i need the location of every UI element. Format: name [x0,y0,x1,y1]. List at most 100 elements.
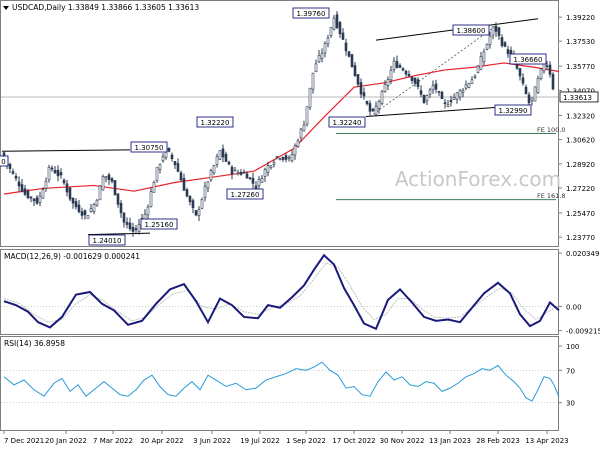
candle-body [443,102,447,104]
macd-line [3,253,560,331]
candle-body [41,189,45,199]
candle-body [125,222,129,225]
candle-body [245,173,249,179]
candle-body [446,104,450,107]
rsi-line [3,361,560,402]
candle-body [218,150,222,160]
candles [2,11,555,237]
candle-body [134,228,138,230]
channel-bottom-line [365,105,519,118]
price-label: 1.30750 [135,144,164,152]
price-label: 1.25160 [145,221,174,229]
candle-body [272,162,276,165]
candle-body [434,83,438,90]
candle-body [44,181,48,189]
candle-body [263,169,267,177]
candle-body [197,209,201,216]
candle-body [536,78,540,93]
price-label-box [226,188,264,200]
candle-body [407,74,411,77]
candle-body [365,101,369,105]
price-label: 1.32220 [201,119,230,127]
candle-body [56,169,60,177]
candle-body [137,224,141,232]
candle-body [155,167,159,181]
candle-body [374,105,378,115]
candle-body [149,191,153,207]
candle-body [119,202,123,214]
candle-body [524,86,528,94]
y-tick-label: 1.27220 [566,185,595,193]
candle-body [86,215,90,219]
candle-body [467,83,471,88]
candle-body [299,128,303,138]
candle-body [497,27,501,36]
candle-body [314,63,318,72]
candle-body [341,32,345,40]
x-tick-label: 1 Sep 2022 [286,437,326,445]
current-price-label: 1.33613 [563,94,592,102]
candle-body [377,101,381,109]
y-tick-label: 1.39220 [566,14,595,22]
candle-body [362,92,366,97]
x-tick-label: 20 Apr 2022 [140,437,183,445]
price-label-box [328,116,366,128]
candle-body [212,165,216,174]
candle-body [173,161,177,166]
candle-body [332,17,336,30]
candle-body [191,200,195,209]
candle-body [317,55,321,63]
candle-body [113,180,117,196]
candle-body [326,37,330,45]
fib-level-label: FE 161.8 [537,192,566,200]
macd-title: MACD(12,26,9) -0.001629 0.000241 [4,252,140,261]
candle-body [281,156,285,160]
candle-body [413,77,417,84]
x-tick-label: 17 Oct 2022 [332,437,375,445]
price-label: 1.36660 [514,56,543,64]
candle-body [290,154,294,162]
candle-body [50,167,54,170]
candle-body [110,178,114,182]
candle-body [128,222,132,230]
candle-body [83,210,87,216]
candle-body [455,92,459,100]
candle-body [503,42,507,47]
price-label: 1.27260 [231,191,260,199]
price-label: 1.32240 [333,119,362,127]
candle-body [239,172,243,175]
candle-body [233,169,237,172]
price-label: 1.39760 [297,10,326,18]
x-tick-label: 19 Jul 2022 [240,437,280,445]
x-tick-label: 30 Nov 2022 [380,437,425,445]
price-label: 1.32990 [499,107,528,115]
candle-body [518,68,522,77]
candle-body [182,178,186,191]
candle-body [188,196,192,203]
candle-body [92,203,96,212]
macd-panel-frame [0,249,559,335]
price-lines: FE 100.0 FE 161.8 [1,18,566,236]
candle-body [320,53,324,59]
candle-body [521,77,525,84]
y-tick-label: 1.28920 [566,161,595,169]
candle-body [482,51,486,62]
candle-body [488,35,492,45]
candle-body [215,156,219,165]
candle-body [437,91,441,93]
candle-body [542,63,546,72]
candle-body [389,70,393,81]
candle-body [98,185,102,201]
candle-body [206,181,210,189]
candle-body [452,97,456,100]
candle-body [356,74,360,85]
candle-body [470,79,474,84]
rsi-group: 100 70 30 [1,343,579,408]
symbol-dropdown-icon[interactable] [3,6,9,10]
rsi-tick-label: 70 [566,367,575,375]
candle-body [242,171,246,174]
candle-body [368,103,372,112]
candle-body [401,68,405,71]
candle-body [275,156,279,158]
